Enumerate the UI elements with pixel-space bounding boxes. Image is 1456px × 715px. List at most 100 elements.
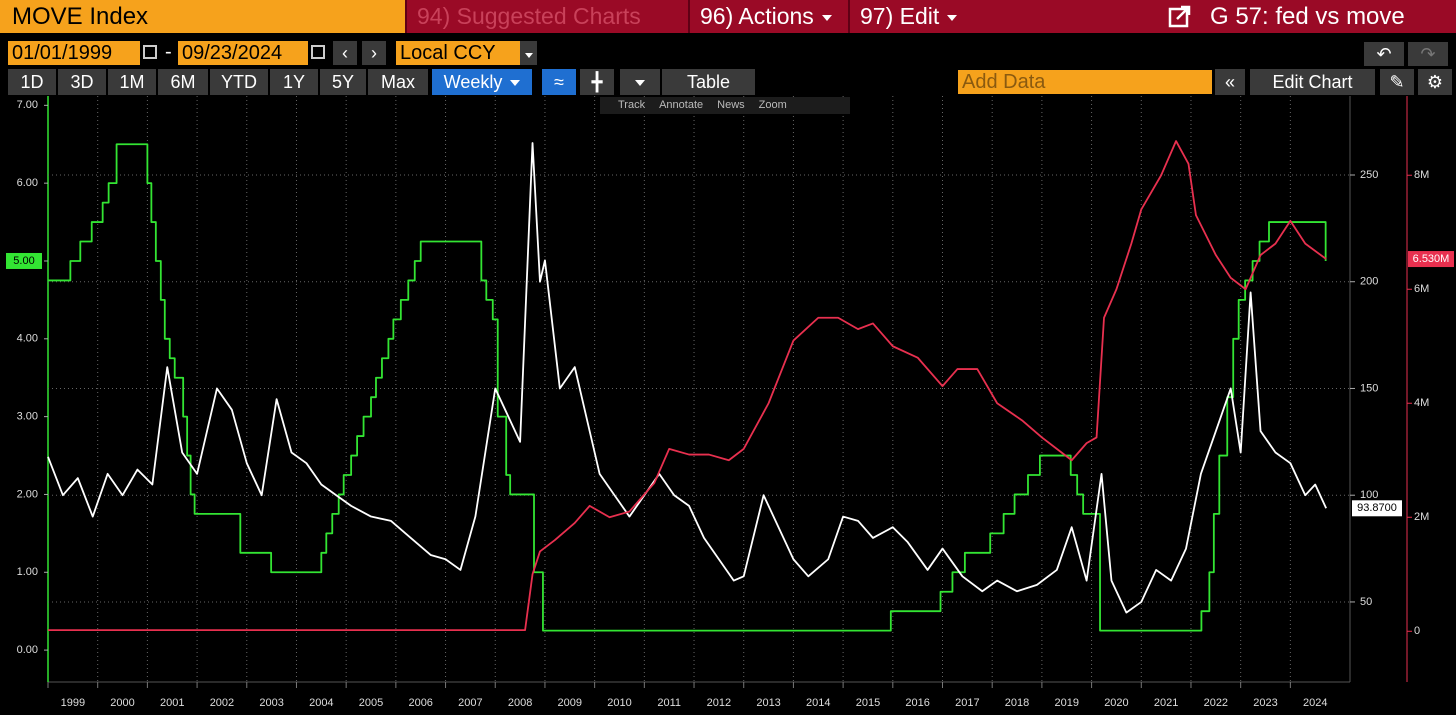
period-button[interactable]: 6M (158, 69, 208, 95)
x-tick-label: 2004 (309, 697, 333, 709)
x-tick-label: 2021 (1154, 697, 1178, 709)
x-tick-label: 2012 (707, 697, 731, 709)
series-line (48, 143, 1327, 632)
chart-tool[interactable]: News (717, 99, 745, 111)
add-data-field[interactable]: Add Data (958, 70, 1212, 94)
last-value-tag: 6.530M (1408, 251, 1454, 268)
period-button[interactable]: 5Y (320, 69, 366, 95)
x-tick-label: 2000 (110, 697, 134, 709)
x-tick-label: 2005 (359, 697, 383, 709)
menu-label: 96) Actions (700, 3, 814, 29)
settings-button[interactable]: ⚙ (1418, 69, 1452, 95)
chart-tool[interactable]: Zoom (758, 99, 787, 111)
calendar-icon[interactable] (311, 45, 325, 59)
style-dropdown[interactable] (620, 69, 660, 95)
x-tick-label: 2008 (508, 697, 532, 709)
menu-edit[interactable]: 97) Edit (848, 0, 968, 33)
x-tick-label: 2009 (558, 697, 582, 709)
draw-button[interactable]: ✎ (1380, 69, 1414, 95)
tag-box (1352, 500, 1402, 517)
chart-tool[interactable]: Track (618, 99, 646, 111)
period-button[interactable]: 3D (58, 69, 106, 95)
x-tick-label: 2006 (408, 697, 432, 709)
menu-suggested[interactable]: 94) Suggested Charts (405, 0, 688, 33)
x-tick-label: 2010 (607, 697, 631, 709)
frequency-label: Weekly (443, 72, 503, 92)
y2-tick-label: 100 (1360, 489, 1378, 501)
prev-button[interactable]: ‹ (333, 41, 357, 65)
period-button[interactable]: Max (368, 69, 428, 95)
series-line (47, 142, 1327, 614)
x-tick-label: 2023 (1253, 697, 1277, 709)
collapse-button[interactable]: « (1215, 69, 1245, 95)
x-tick-label: 2024 (1303, 697, 1327, 709)
x-tick-label: 2019 (1054, 697, 1078, 709)
tag-label: 5.00 (13, 255, 34, 267)
y-tick-label: 2.00 (17, 488, 38, 500)
chart-tool[interactable]: Annotate (659, 99, 704, 111)
export-icon[interactable] (1168, 5, 1192, 29)
undo-button[interactable]: ↶ (1364, 42, 1404, 66)
series-line (48, 140, 1327, 632)
redo-button[interactable]: ↷ (1408, 42, 1448, 66)
y-tick-label: 7.00 (17, 99, 38, 111)
menu-label: 97) Edit (860, 3, 940, 29)
menu-actions[interactable]: 96) Actions (688, 0, 848, 33)
y-tick-label: 6.00 (17, 177, 38, 189)
calendar-icon[interactable] (143, 45, 157, 59)
x-tick-label: 2020 (1104, 697, 1128, 709)
tag-box (6, 252, 42, 269)
y-tick-label: 3.00 (17, 411, 38, 423)
next-button[interactable]: › (362, 41, 386, 65)
frequency-select[interactable]: Weekly (432, 69, 532, 95)
y3-tick-label: 8M (1414, 169, 1429, 181)
tag-box (1408, 251, 1454, 268)
x-tick-label: 2018 (1005, 697, 1029, 709)
start-date[interactable]: 01/01/1999 (8, 41, 140, 65)
last-value-tag: 93.8700 (1352, 500, 1402, 517)
tag-label: 93.8700 (1357, 502, 1397, 514)
x-tick-label: 2003 (259, 697, 283, 709)
y3-tick-label: 6M (1414, 283, 1429, 295)
edit-chart-label: Edit Chart (1272, 72, 1353, 92)
x-tick-label: 2016 (905, 697, 929, 709)
y2-tick-label: 200 (1360, 276, 1378, 288)
x-tick-label: 2002 (210, 697, 234, 709)
last-value-tag: 5.00 (6, 252, 42, 269)
bar-style-button[interactable]: ╋ (580, 69, 614, 95)
x-tick-label: 2007 (458, 697, 482, 709)
line-chart-button[interactable]: ≈ (542, 69, 576, 95)
y2-tick-label: 150 (1360, 382, 1378, 394)
x-tick-label: 2014 (806, 697, 830, 709)
tag-label: 6.530M (1413, 253, 1450, 265)
x-tick-label: 2015 (856, 697, 880, 709)
y2-tick-label: 50 (1360, 596, 1372, 608)
currency-dropdown[interactable] (520, 41, 537, 65)
period-button[interactable]: YTD (210, 69, 268, 95)
y-tick-label: 4.00 (17, 333, 38, 345)
chart-toolbar: Track Annotate News Zoom (600, 97, 850, 114)
x-tick-label: 2013 (756, 697, 780, 709)
currency[interactable]: Local CCY (396, 41, 520, 65)
x-tick-label: 2001 (160, 697, 184, 709)
y-tick-label: 1.00 (17, 566, 38, 578)
edit-chart-button[interactable]: Edit Chart (1250, 69, 1375, 95)
table-button[interactable]: Table (662, 69, 755, 95)
security-title[interactable]: MOVE Index (0, 0, 405, 33)
date-separator: - (165, 41, 172, 63)
y3-tick-label: 2M (1414, 511, 1429, 523)
period-button[interactable]: 1D (8, 69, 56, 95)
x-tick-label: 1999 (61, 697, 85, 709)
y3-tick-label: 4M (1414, 397, 1429, 409)
end-date[interactable]: 09/23/2024 (178, 41, 308, 65)
x-tick-label: 2022 (1204, 697, 1228, 709)
period-button[interactable]: 1M (108, 69, 156, 95)
x-tick-label: 2011 (657, 697, 681, 709)
x-tick-label: 2017 (955, 697, 979, 709)
period-button[interactable]: 1Y (270, 69, 318, 95)
y-tick-label: 0.00 (17, 644, 38, 656)
y3-tick-label: 0 (1414, 625, 1420, 637)
y2-tick-label: 250 (1360, 169, 1378, 181)
